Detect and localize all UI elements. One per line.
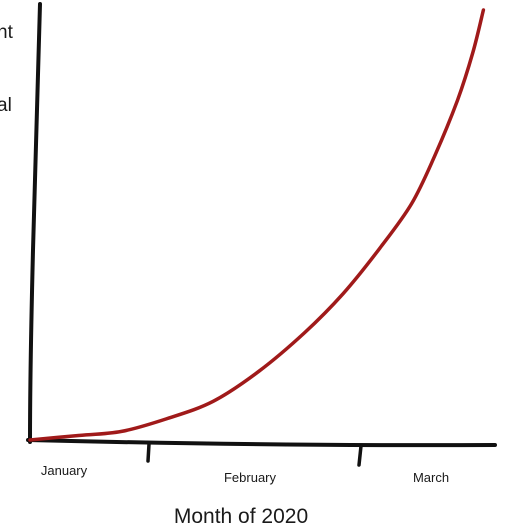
series-point-5 [257,370,261,373]
x-tick-label-march: March [413,470,449,485]
y-axis-line [28,2,42,444]
x-tick-label-january: January [41,463,88,478]
series-line [28,8,486,442]
series-point-11 [456,99,459,102]
series-point-4 [212,400,215,403]
x-axis-label: Month of 2020 [174,505,308,528]
series-point-3 [166,417,169,420]
x-tick-1 [146,442,151,463]
series-point-1 [74,434,78,437]
series-point-8 [379,245,383,248]
series-point-6 [303,331,306,334]
series-point-10 [433,155,436,158]
ylabel-fragment-2: al [0,95,12,116]
ylabel-fragment-1: nt [0,22,14,43]
series-points [28,8,485,442]
series-point-13 [482,8,485,12]
series-point-2 [120,430,123,433]
x-tick-2 [357,444,363,467]
series-point-0 [28,438,32,442]
series-point-9 [410,202,413,205]
x-axis-line [26,438,497,448]
series-point-7 [341,292,345,295]
x-tick-label-february: February [224,470,277,485]
series-point-12 [471,51,474,55]
